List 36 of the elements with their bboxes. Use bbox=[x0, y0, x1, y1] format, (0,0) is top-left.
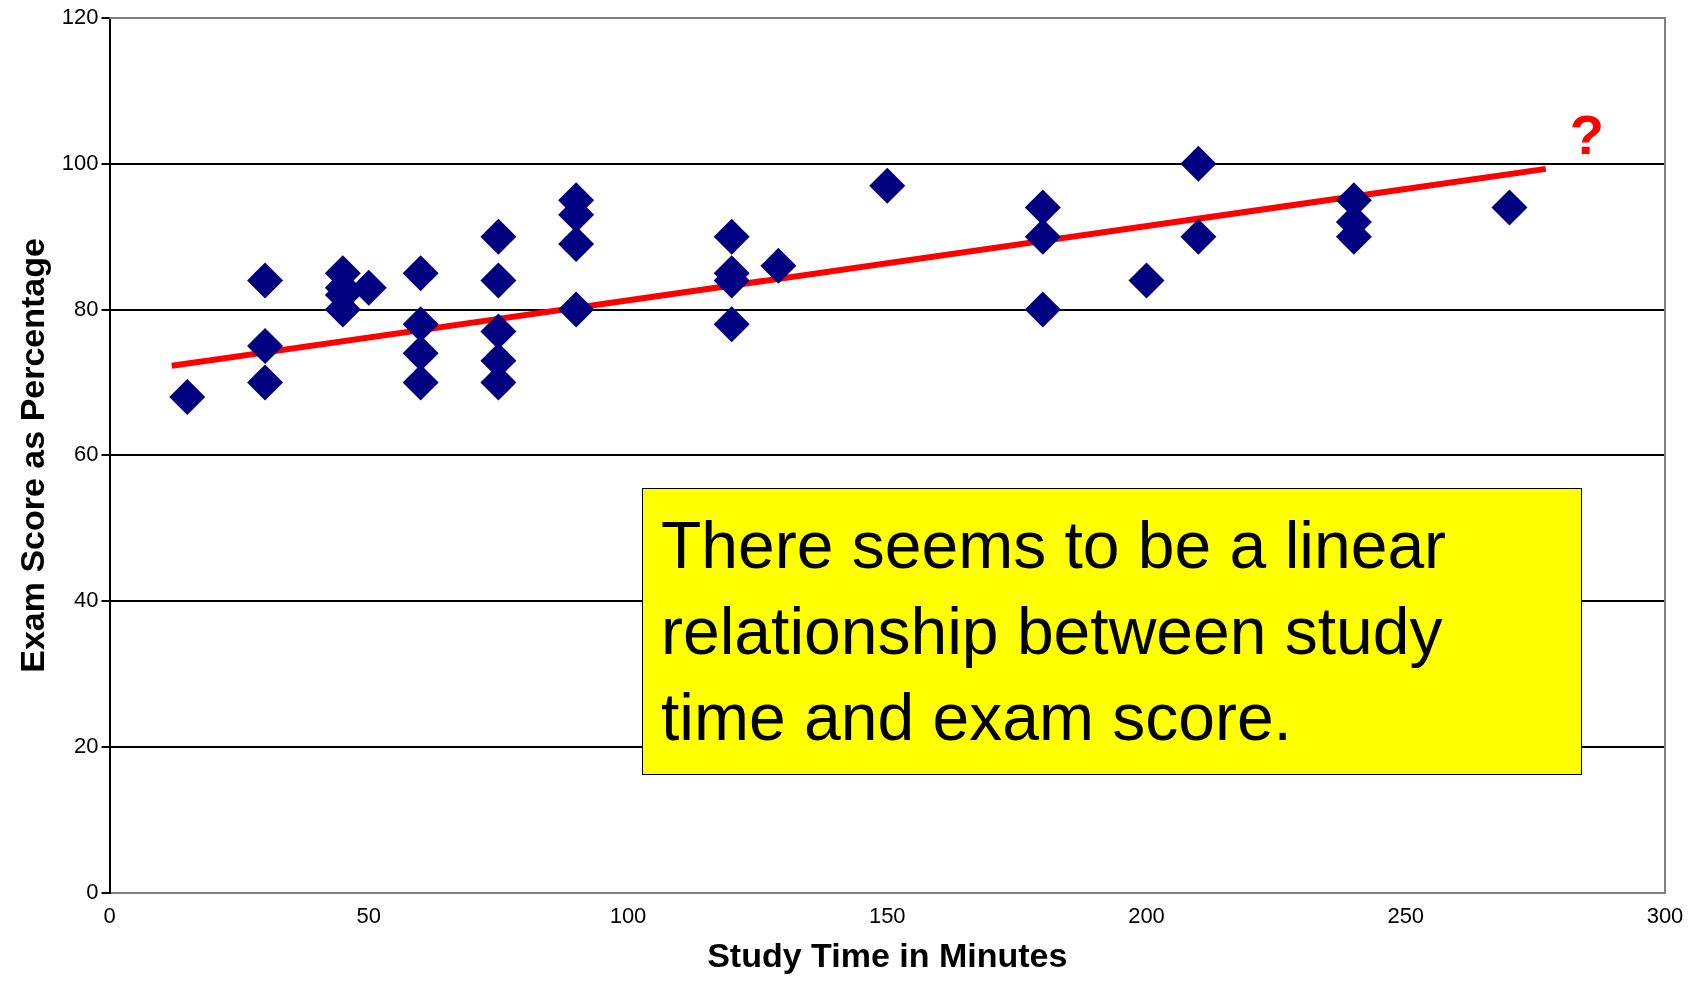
x-tick-label: 50 bbox=[356, 903, 381, 929]
y-tick-label: 60 bbox=[74, 441, 99, 467]
annotation: There seems to be a linear relationship between study time and exam score. bbox=[642, 488, 1582, 776]
x-axis-title: Study Time in Minutes bbox=[707, 935, 1068, 974]
y-axis-title: Exam Score as Percentage bbox=[12, 238, 51, 673]
x-tick-label: 0 bbox=[103, 903, 116, 929]
annotation: ? bbox=[1569, 103, 1604, 167]
y-tick-label: 120 bbox=[61, 4, 99, 30]
point bbox=[402, 364, 439, 401]
y-tick-label: 40 bbox=[74, 587, 99, 613]
point bbox=[713, 306, 750, 343]
x-tick-label: 100 bbox=[609, 903, 647, 929]
point bbox=[247, 364, 284, 401]
y-tick-label: 100 bbox=[61, 149, 99, 175]
point bbox=[247, 328, 284, 365]
x-tick-label: 300 bbox=[1646, 903, 1684, 929]
point bbox=[869, 167, 906, 204]
x-tick-label: 200 bbox=[1128, 903, 1165, 929]
x-tick-label: 150 bbox=[868, 903, 906, 929]
point bbox=[480, 218, 517, 255]
point bbox=[480, 262, 517, 299]
point bbox=[1024, 291, 1061, 328]
point bbox=[247, 262, 284, 299]
point bbox=[1180, 145, 1217, 182]
point bbox=[558, 291, 595, 328]
y-tick-label: 0 bbox=[86, 878, 99, 904]
y-tick-label: 20 bbox=[74, 733, 99, 759]
y-tick-label: 80 bbox=[74, 295, 99, 321]
point bbox=[1180, 218, 1217, 255]
x-tick-label: 250 bbox=[1387, 903, 1425, 929]
point bbox=[169, 379, 206, 416]
point bbox=[1491, 189, 1528, 226]
point bbox=[760, 247, 797, 284]
point bbox=[713, 218, 750, 255]
point bbox=[402, 255, 439, 292]
point bbox=[1128, 262, 1165, 299]
